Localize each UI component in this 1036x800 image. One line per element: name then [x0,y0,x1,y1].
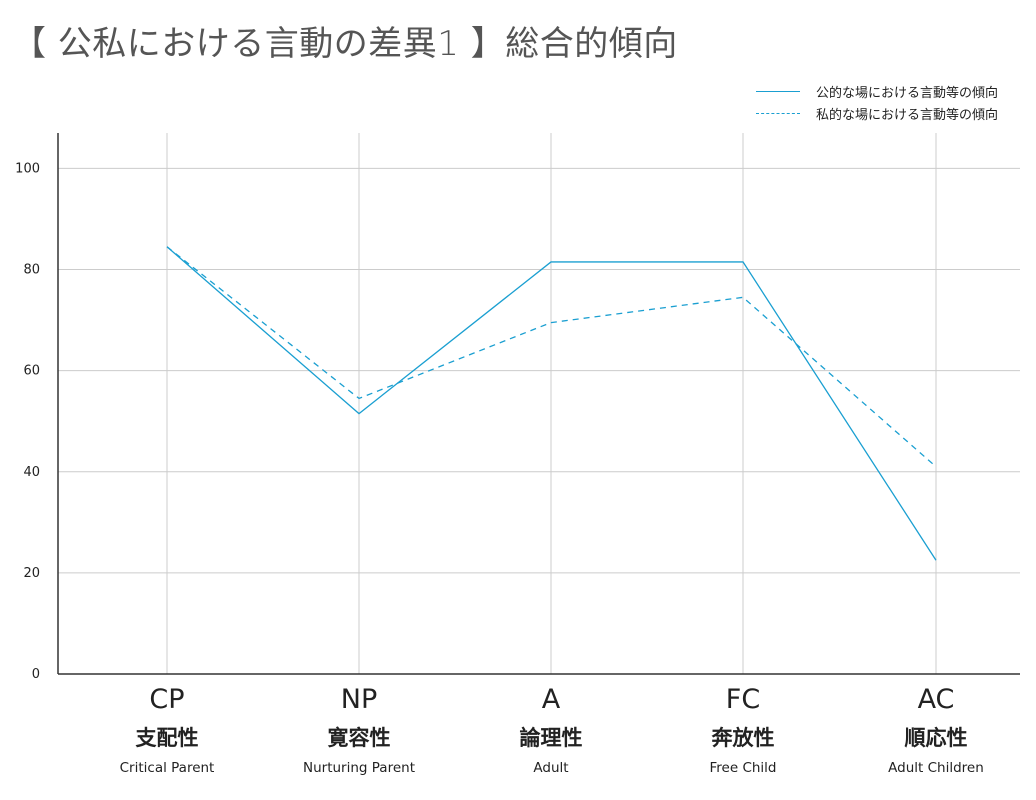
y-tick-label-100: 100 [15,161,40,176]
legend-item-public: 公的な場における言動等の傾向 [755,80,998,102]
y-tick-label-20: 20 [23,566,40,581]
y-tick-label-80: 80 [23,263,40,278]
y-tick-label-0: 0 [32,667,40,682]
legend-label-private: 私的な場における言動等の傾向 [815,107,998,123]
x-tick-en-fc: Free Child [710,760,777,776]
y-tick-label-60: 60 [23,364,40,379]
legend-swatch-solid [755,90,800,92]
x-tick-jp-ac: 順応性 [905,726,968,750]
legend: 公的な場における言動等の傾向 私的な場における言動等の傾向 [755,80,998,124]
series-line-private [166,246,937,468]
y-tick-label-40: 40 [23,465,40,480]
x-tick-code-ac: AC [918,684,955,715]
legend-item-private: 私的な場における言動等の傾向 [755,102,998,124]
x-tick-en-ac: Adult Children [888,760,984,776]
x-tick-code-fc: FC [726,684,760,715]
x-tick-en-np: Nurturing Parent [303,760,415,776]
chart-title: 【 公私における言動の差異1 】総合的傾向 [12,24,678,64]
series-line-public [166,246,937,561]
x-tick-en-cp: Critical Parent [120,760,215,776]
legend-swatch-dashed [755,112,800,114]
x-tick-en-a: Adult [533,760,568,776]
x-tick-jp-cp: 支配性 [136,726,199,750]
x-tick-jp-fc: 奔放性 [712,726,775,750]
legend-label-public: 公的な場における言動等の傾向 [815,85,998,101]
x-tick-jp-np: 寛容性 [328,726,391,750]
x-tick-code-a: A [542,684,561,715]
x-tick-jp-a: 論理性 [520,726,583,750]
x-tick-code-cp: CP [149,684,184,715]
x-tick-code-np: NP [341,684,377,715]
